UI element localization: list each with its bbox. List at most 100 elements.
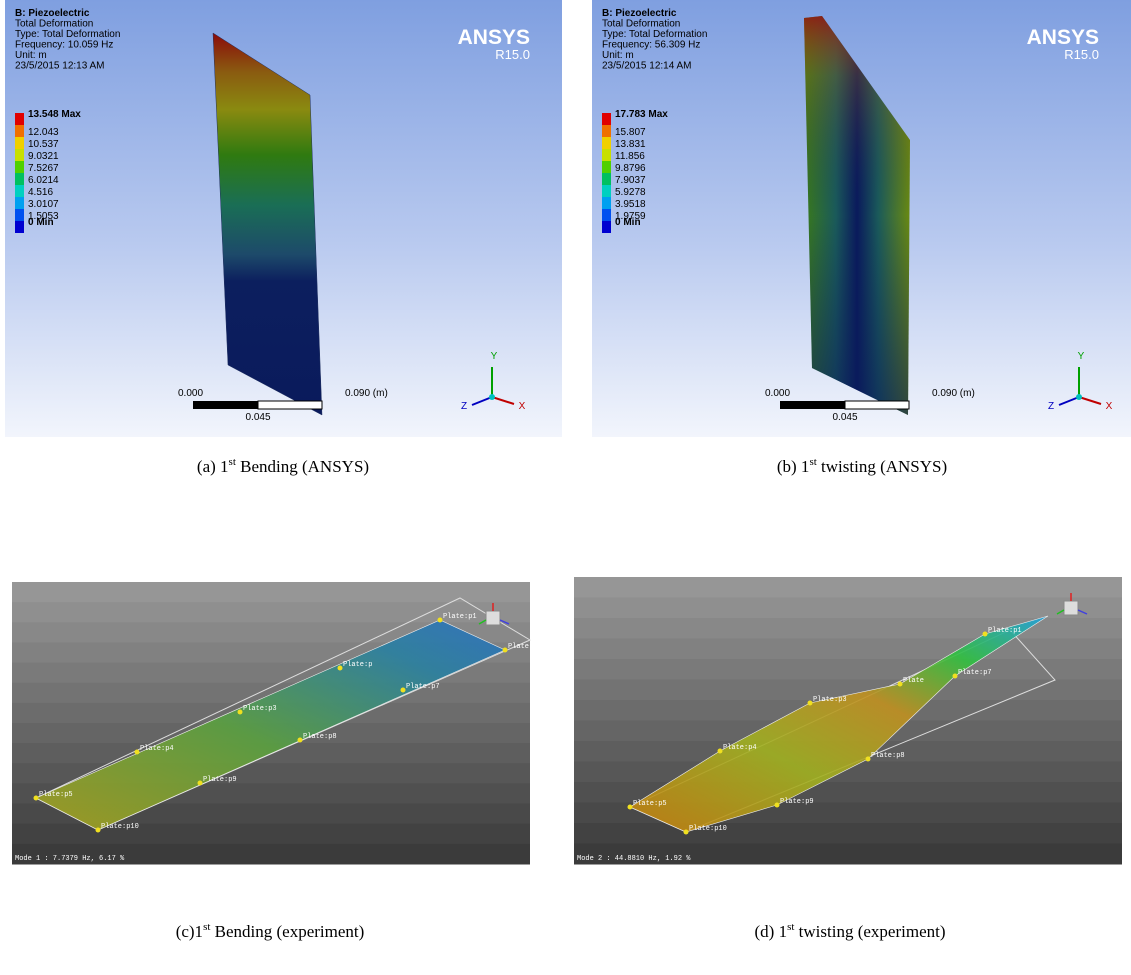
legend-swatch [602,173,611,185]
legend-swatch [602,185,611,197]
caption-label: (d) 1 [755,922,788,941]
scale-black [193,401,258,409]
scale-mid: 0.045 [245,412,270,423]
legend-label: 13.831 [615,139,646,150]
node-label: Plate:p [343,661,372,669]
node [238,710,243,715]
node [718,749,723,754]
node-label: Plate:p7 [958,669,992,677]
caption-sup: st [203,921,210,933]
scale-black [780,401,845,409]
legend-swatch [15,161,24,173]
node-label: Plate:p8 [871,752,905,760]
legend-swatch [602,137,611,149]
status: Mode 2 : 44.8810 Hz, 1.92 % [577,855,691,863]
legend-label: 9.8796 [615,163,646,174]
legend-swatch [602,125,611,137]
figure: B: PiezoelectricTotal DeformationType: T… [0,0,1131,975]
legend-swatch [15,209,24,221]
status: Mode 1 : 7.7379 Hz, 6.17 % [15,855,125,863]
background-band [574,598,1122,619]
node [503,648,508,653]
header-line: Frequency: 56.309 Hz [602,40,700,51]
background-band [574,659,1122,680]
legend-swatch [15,173,24,185]
scale-white [258,401,322,409]
header-line: 23/5/2015 12:14 AM [602,61,692,72]
node [96,828,101,833]
caption-text: Bending (experiment) [210,922,364,941]
node [953,674,958,679]
caption: (c)1st Bending (experiment) [176,921,365,941]
node [401,688,406,693]
legend-label: 9.0321 [28,151,59,162]
legend-label: 15.807 [615,127,646,138]
version: R15.0 [1064,47,1099,62]
background-band [12,582,530,603]
logo: ANSYS [458,26,530,49]
node [866,757,871,762]
node-label: Plate:p10 [689,825,727,833]
axis-label: Z [461,401,467,412]
legend-label: 7.5267 [28,163,59,174]
legend-swatch [15,113,24,125]
scale-end: 0.090 (m) [932,388,975,399]
legend-label: 0 Min [615,217,641,228]
legend-swatch [15,149,24,161]
node [438,618,443,623]
scale-mid: 0.045 [832,412,857,423]
header-line: Total Deformation [15,19,93,30]
version: R15.0 [495,47,530,62]
node [198,781,203,786]
view-cube [1064,601,1078,615]
axis-label: Y [491,351,498,362]
node [808,701,813,706]
node-label: Plate:p3 [813,696,847,704]
legend-label: 12.043 [28,127,59,138]
axis-label: X [1106,401,1113,412]
scale-start: 0.000 [765,388,790,399]
header-line: Total Deformation [602,19,680,30]
node [983,632,988,637]
background-band [574,577,1122,598]
node-label: Plate:p4 [723,744,757,752]
header-line: Type: Total Deformation [15,29,120,40]
legend-swatch [602,221,611,233]
legend-label: 3.0107 [28,199,59,210]
node-label: Plate:p9 [780,798,814,806]
axis-origin [489,394,495,400]
caption-text: twisting (ANSYS) [817,457,947,476]
header-line: B: Piezoelectric [602,8,677,19]
caption-text: twisting (experiment) [794,922,945,941]
header-line: Unit: m [602,50,634,61]
legend-label: 6.0214 [28,175,59,186]
scale-end: 0.090 (m) [345,388,388,399]
node [135,750,140,755]
node [298,738,303,743]
header-line: 23/5/2015 12:13 AM [15,61,105,72]
header-line: Unit: m [15,50,47,61]
legend-swatch [602,197,611,209]
axis-label: Y [1078,351,1085,362]
node-label: Plate:p7 [406,683,440,691]
axis-origin [1076,394,1082,400]
header-line: Frequency: 10.059 Hz [15,40,113,51]
header-line: B: Piezoelectric [15,8,90,19]
axis-label: X [519,401,526,412]
legend-label: 4.516 [28,187,53,198]
node-label: Plate:p8 [303,733,337,741]
legend-swatch [602,149,611,161]
scale-white [845,401,909,409]
legend-swatch [602,209,611,221]
caption-label: (a) 1 [197,457,229,476]
legend-swatch [602,161,611,173]
node-label: Plate:p1 [988,627,1022,635]
caption-label: (b) 1 [777,457,810,476]
legend-swatch [15,125,24,137]
axis-label: Z [1048,401,1054,412]
node-label: Plate:p9 [203,776,237,784]
legend-label: 10.537 [28,139,59,150]
header-line: Type: Total Deformation [602,29,707,40]
legend-swatch [15,137,24,149]
legend-label: 13.548 Max [28,109,81,120]
